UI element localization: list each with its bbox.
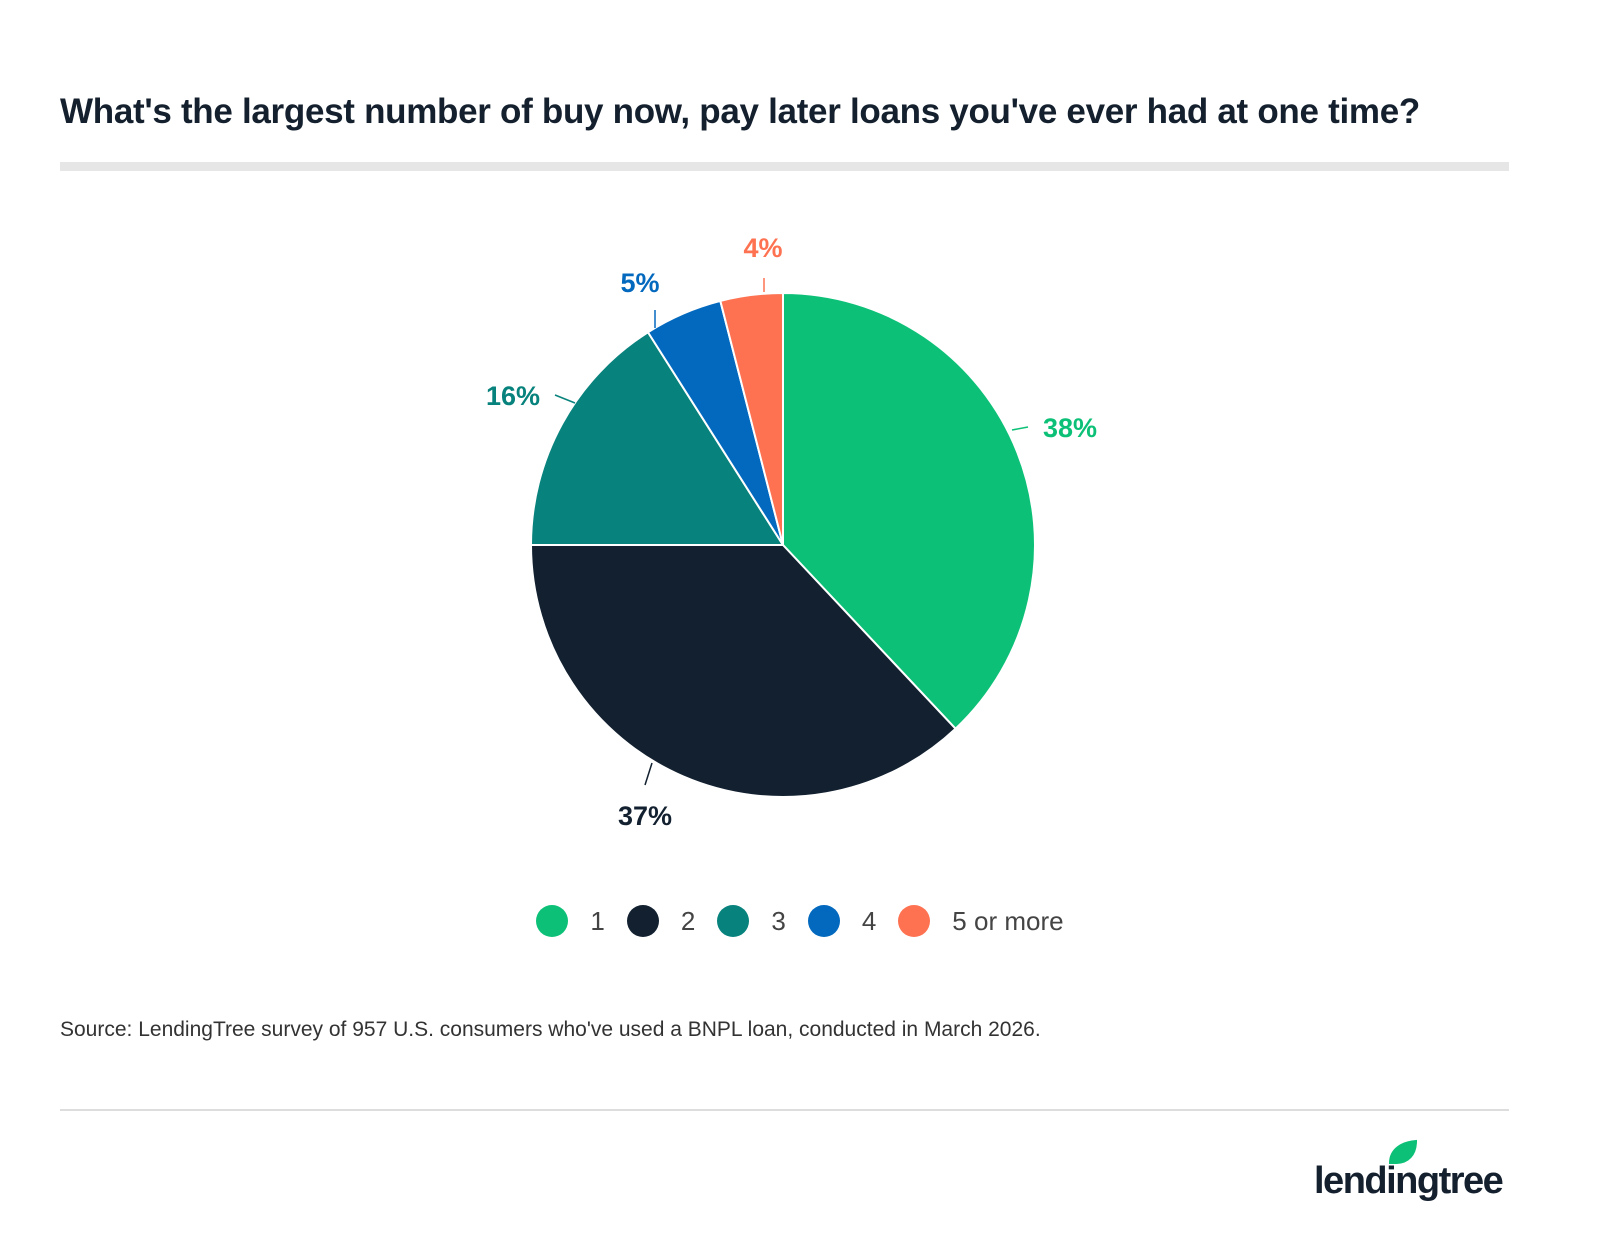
- legend-label: 4: [861, 905, 877, 936]
- leaf-icon: [1388, 1139, 1418, 1164]
- legend-swatch: [626, 905, 659, 937]
- legend-item: 1: [536, 905, 605, 937]
- pie-slice-5-or-more: [719, 291, 784, 546]
- source-note: Source: LendingTree survey of 957 U.S. c…: [60, 1018, 1041, 1041]
- data-label: 38%: [1043, 413, 1097, 443]
- pie-slice-3: [529, 330, 785, 546]
- legend-label: 3: [771, 905, 786, 936]
- lendingtree-logo: lendingtree: [1314, 1139, 1504, 1202]
- legend-swatch: [807, 905, 840, 937]
- pie-slice-2: [529, 544, 957, 798]
- legend-item: 5 or more: [898, 905, 1064, 937]
- legend-swatch: [536, 905, 569, 937]
- legend: 1 2 3 4 5 or more: [0, 905, 1600, 937]
- legend-label: 2: [680, 905, 696, 936]
- data-label: 37%: [618, 801, 672, 831]
- leader-line: [554, 394, 576, 404]
- leader-line: [1011, 426, 1029, 431]
- legend-item: 2: [626, 905, 696, 937]
- chart-title: What's the largest number of buy now, pa…: [60, 92, 1420, 131]
- top-divider: [60, 162, 1509, 171]
- pie-chart: 38% 37% 16% 5% 4%: [486, 233, 1097, 831]
- data-label: 4%: [743, 233, 782, 263]
- legend-swatch: [898, 905, 931, 937]
- legend-swatch: [717, 905, 750, 937]
- data-label: 16%: [486, 381, 540, 411]
- legend-item: 3: [717, 905, 786, 937]
- legend-label: 5 or more: [952, 905, 1064, 936]
- legend-item: 4: [807, 905, 877, 937]
- leader-line: [644, 762, 653, 786]
- pie-slice-1: [782, 291, 1036, 731]
- svg-text:lendingtree: lendingtree: [1314, 1160, 1503, 1202]
- legend-label: 1: [590, 905, 605, 936]
- bottom-divider: [60, 1109, 1509, 1111]
- data-label: 5%: [620, 268, 659, 298]
